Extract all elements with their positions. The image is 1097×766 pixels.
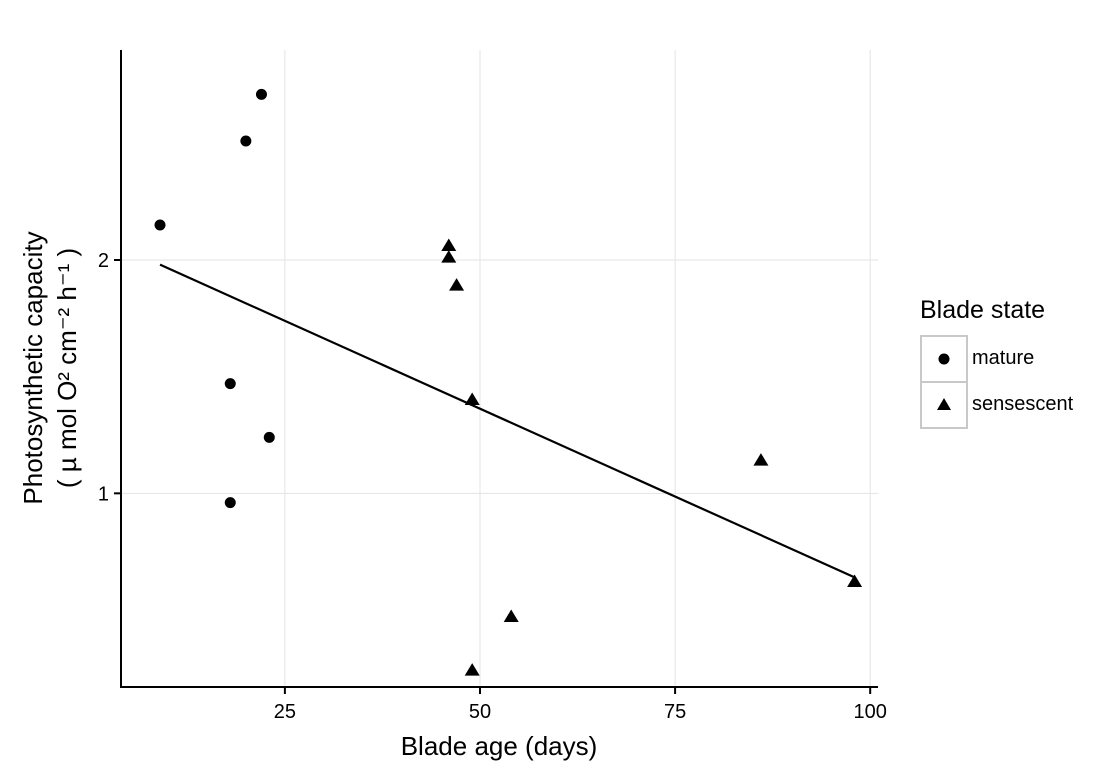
trend-line: [159, 263, 856, 579]
legend-title: Blade state: [920, 296, 1046, 324]
point-sensescent: [464, 663, 480, 676]
point-sensescent: [441, 238, 457, 251]
point-mature: [240, 135, 252, 147]
y-tick-label: 1: [98, 483, 109, 505]
point-mature: [263, 431, 275, 443]
grid: [121, 50, 878, 687]
point-sensescent: [503, 609, 519, 622]
circle-marker-icon: [938, 353, 950, 365]
x-tick-label: 75: [664, 701, 686, 723]
point-sensescent: [753, 453, 769, 466]
x-tick-label: 50: [469, 701, 491, 723]
point-mature: [224, 378, 236, 390]
point-sensescent: [464, 392, 480, 405]
y-axis-title-units: ( µ mol O² cm⁻² h⁻¹ ): [52, 248, 82, 488]
legend-label-mature: mature: [972, 347, 1035, 369]
points-layer: [154, 88, 863, 676]
legend-label-sensescent: sensescent: [972, 393, 1074, 415]
x-tick-label: 100: [854, 701, 887, 723]
point-sensescent: [449, 278, 465, 291]
point-mature: [255, 88, 267, 100]
y-axis-title: Photosynthetic capacity: [18, 231, 48, 504]
point-sensescent: [847, 574, 863, 587]
fit-line-layer: [159, 263, 856, 579]
point-mature: [154, 219, 166, 231]
legend-item-sensescent: sensescent: [922, 381, 1073, 427]
ticks: 25 50 75 100 1 2: [98, 250, 887, 723]
triangle-marker-icon: [937, 398, 951, 410]
point-sensescent: [441, 250, 457, 263]
x-tick-label: 25: [274, 701, 296, 723]
axes: [120, 50, 878, 688]
x-axis-title: Blade age (days): [401, 731, 598, 761]
y-tick-label: 2: [98, 250, 109, 272]
legend-box: mature sensescent: [920, 335, 1073, 429]
legend: Blade state mature sensescent: [920, 296, 1095, 429]
point-mature: [224, 497, 236, 509]
legend-item-mature: mature: [922, 337, 1034, 381]
